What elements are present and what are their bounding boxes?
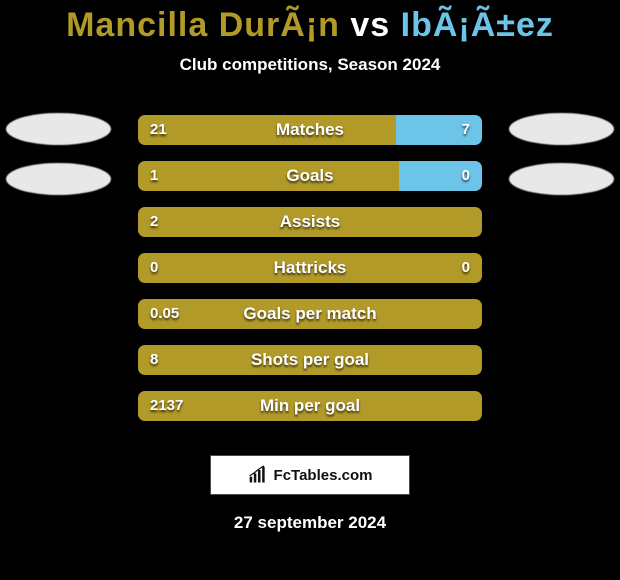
bar-left <box>138 207 482 237</box>
stat-row: Assists2 <box>0 199 620 245</box>
badge-text: FcTables.com <box>274 467 373 484</box>
stat-bar <box>138 345 482 375</box>
stat-row: Matches217 <box>0 107 620 153</box>
stats-area: Matches217Goals10Assists2Hattricks00Goal… <box>0 107 620 429</box>
subtitle: Club competitions, Season 2024 <box>0 55 620 75</box>
stat-row: Goals10 <box>0 153 620 199</box>
source-badge[interactable]: FcTables.com <box>210 455 410 495</box>
stat-row: Hattricks00 <box>0 245 620 291</box>
stat-row: Min per goal2137 <box>0 383 620 429</box>
player1-photo <box>6 113 111 145</box>
bar-left <box>138 253 482 283</box>
player2-name: IbÃ¡Ã±ez <box>401 6 554 44</box>
stat-bar <box>138 299 482 329</box>
bar-right <box>396 115 482 145</box>
player2-photo <box>509 113 614 145</box>
bar-left <box>138 299 482 329</box>
stat-row: Goals per match0.05 <box>0 291 620 337</box>
bar-right <box>399 161 482 191</box>
bar-left <box>138 161 399 191</box>
stat-bar <box>138 115 482 145</box>
bar-left <box>138 345 482 375</box>
stat-bar <box>138 253 482 283</box>
player2-photo <box>509 163 614 195</box>
bar-left <box>138 391 482 421</box>
player1-photo <box>6 163 111 195</box>
player1-name: Mancilla DurÃ¡n <box>66 6 340 44</box>
stat-bar <box>138 207 482 237</box>
comparison-title: Mancilla DurÃ¡n vs IbÃ¡Ã±ez <box>0 0 620 45</box>
vs-text: vs <box>350 6 390 44</box>
chart-icon <box>248 465 268 485</box>
date-text: 27 september 2024 <box>0 513 620 533</box>
stat-row: Shots per goal8 <box>0 337 620 383</box>
bar-left <box>138 115 396 145</box>
stat-bar <box>138 161 482 191</box>
stat-bar <box>138 391 482 421</box>
